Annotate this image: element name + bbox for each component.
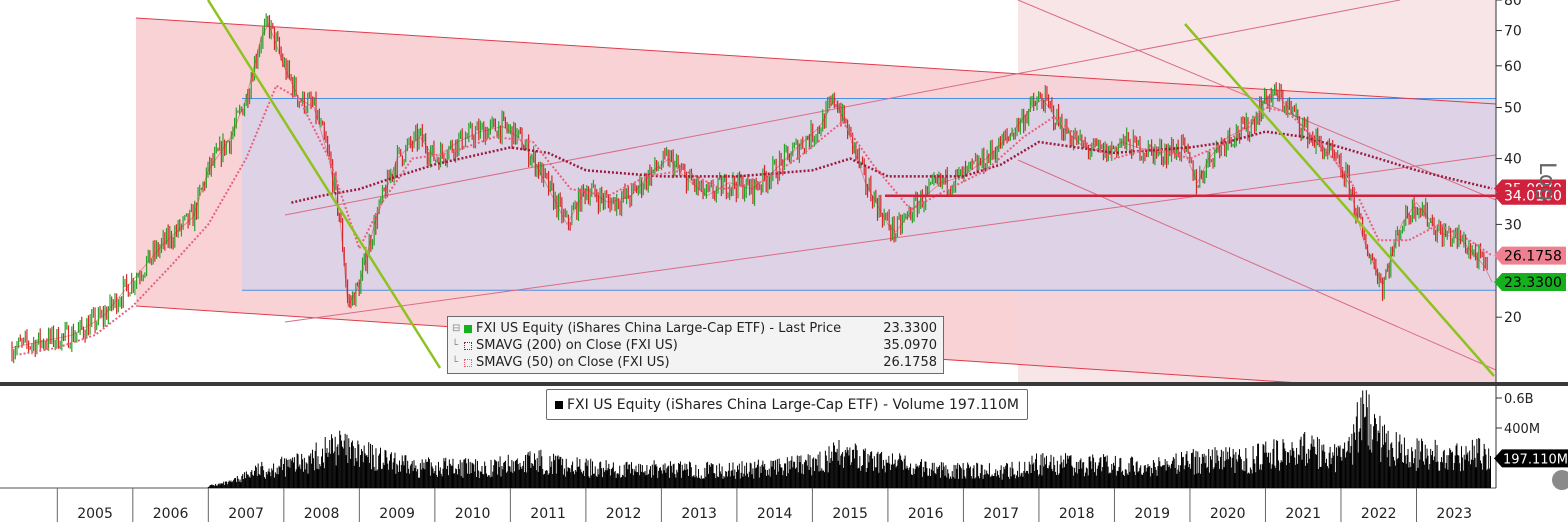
- legend-label: SMAVG (200) on Close (FXI US): [476, 338, 678, 353]
- tree-branch-icon: └: [452, 357, 459, 368]
- sma50-line: [19, 84, 1493, 356]
- legend-last-price: ⊟ FXI US Equity (iShares China Large-Cap…: [448, 320, 943, 337]
- volume-legend: FXI US Equity (iShares China Large-Cap E…: [546, 389, 1028, 420]
- x-tick-label: 2012: [606, 506, 642, 522]
- volume-tag-text: 197.110M: [1503, 452, 1568, 467]
- tree-branch-icon: └: [452, 340, 459, 351]
- support-tag-box: [1494, 186, 1566, 205]
- volume-bars: [207, 390, 1491, 488]
- legend-label: FXI US Equity (iShares China Large-Cap E…: [567, 396, 1019, 413]
- x-tick-label: 2018: [1059, 506, 1095, 522]
- sma200-series: [291, 130, 1493, 204]
- sma50-tag-text: 26.1758: [1504, 249, 1562, 265]
- last-price-tag-box: [1494, 272, 1566, 291]
- legend-value: 23.3300: [883, 321, 937, 336]
- x-tick-label: 2007: [228, 506, 264, 522]
- x-tick-label: 2011: [530, 506, 566, 522]
- y-tick-label: 50: [1504, 101, 1522, 117]
- green-trendline-2021: [1184, 23, 1495, 377]
- recent-channel-high: [1017, 0, 1496, 201]
- last-price-tag-text: 23.3300: [1504, 275, 1562, 291]
- collapse-icon[interactable]: ⊟: [452, 323, 461, 334]
- legend-swatch-black: [555, 400, 563, 409]
- legend-swatch-green: [464, 324, 472, 333]
- x-tick-label: 2013: [681, 506, 717, 522]
- legend-value: 26.1758: [883, 355, 937, 370]
- x-tick-label: 2017: [983, 506, 1019, 522]
- legend-label: FXI US Equity (iShares China Large-Cap E…: [476, 321, 842, 336]
- sma200-line: [291, 130, 1493, 204]
- x-tick-label: 2019: [1134, 506, 1170, 522]
- volume-tag: 197.110M: [1494, 449, 1568, 468]
- green-trendline-2007: [206, 0, 442, 369]
- x-tick-label: 2023: [1436, 506, 1472, 522]
- settings-icon[interactable]: [1552, 470, 1568, 490]
- y-tick-label: 80: [1504, 0, 1522, 9]
- panel-divider: [0, 382, 1568, 386]
- legend-sma50: └ SMAVG (50) on Close (FXI US) 26.1758: [448, 354, 943, 371]
- sma50-series: [19, 84, 1493, 356]
- scale-label: Log: [1534, 162, 1559, 201]
- support-tag: 34.0100: [1494, 186, 1566, 205]
- x-tick-label: 2005: [77, 506, 113, 522]
- x-tick-label: 2009: [379, 506, 415, 522]
- y-tick-label: 20: [1504, 310, 1522, 326]
- x-tick-label: 2014: [757, 506, 793, 522]
- y-tick-label: 30: [1504, 217, 1522, 233]
- volume-y-axis: 0.6B 400M: [1495, 386, 1540, 488]
- price-series: [11, 13, 1493, 364]
- legend-swatch-pink: [464, 358, 472, 367]
- x-tick-label: 2016: [908, 506, 944, 522]
- last-price-tag: 23.3300: [1494, 272, 1566, 291]
- price-legend: ⊟ FXI US Equity (iShares China Large-Cap…: [447, 316, 944, 374]
- sma50-tag-box: [1494, 246, 1566, 265]
- channel-shading: [135, 0, 1496, 383]
- y-tick-label: 60: [1504, 59, 1522, 75]
- range-box: [242, 98, 1496, 291]
- y-tick-label: 40: [1504, 152, 1522, 168]
- legend-value: 35.0970: [883, 338, 937, 353]
- legend-swatch-darkred: [464, 341, 472, 350]
- vol-tick-label: 400M: [1504, 422, 1540, 437]
- volume-tag-box: [1494, 449, 1568, 468]
- x-tick-label: 2022: [1361, 506, 1397, 522]
- x-tick-label: 2021: [1285, 506, 1321, 522]
- legend-label: SMAVG (50) on Close (FXI US): [476, 355, 670, 370]
- trend-lines: [206, 0, 1496, 377]
- x-tick-label: 2008: [304, 506, 340, 522]
- vol-tick-label: 0.6B: [1504, 392, 1534, 407]
- channel-top-line: [135, 17, 1496, 105]
- y-tick-label: 70: [1504, 24, 1522, 40]
- x-tick-label: 2020: [1210, 506, 1246, 522]
- x-tick-label: 2010: [455, 506, 491, 522]
- support-tag-text: 34.0100: [1504, 189, 1562, 205]
- x-tick-label: 2015: [832, 506, 868, 522]
- x-axis-years: 2005 2006 2007 2008 2009 2010 2011 2012 2013 2014…: [56, 488, 1472, 522]
- x-tick-label: 2006: [153, 506, 189, 522]
- sma50-tag: 26.1758: [1494, 246, 1566, 265]
- legend-sma200: └ SMAVG (200) on Close (FXI US) 35.0970: [448, 337, 943, 354]
